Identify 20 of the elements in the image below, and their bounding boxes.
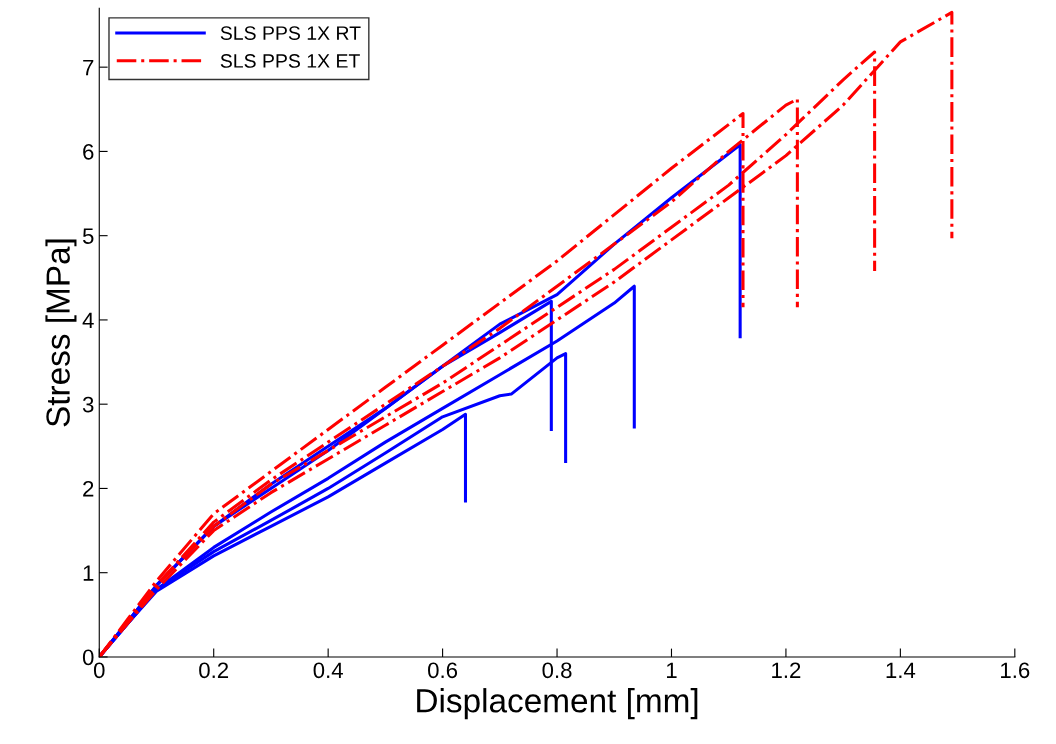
x-tick-label: 1 (667, 662, 677, 678)
y-tick-label: 3 (82, 396, 94, 413)
x-tick-label: 0.8 (542, 662, 572, 679)
y-tick-label: 4 (82, 312, 94, 328)
y-axis-title: Stress [MPa] (45, 239, 77, 427)
x-tick-label: 1.4 (886, 662, 916, 678)
x-tick-label: 0.6 (428, 662, 458, 679)
y-tick-label: 0 (82, 649, 94, 666)
y-tick-label: 2 (83, 480, 94, 497)
y-tick-label: 6 (83, 143, 94, 160)
x-tick-label: 0.2 (199, 662, 229, 679)
x-tick-label: 1.6 (1001, 662, 1030, 679)
x-tick-label: 0.4 (313, 662, 343, 679)
x-axis-title: Displacement [mm] (417, 688, 698, 720)
y-tick-label: 1 (83, 565, 94, 581)
y-tick-label: 7 (83, 59, 94, 76)
x-tick-label: 1.2 (772, 662, 801, 678)
y-tick-label: 5 (82, 228, 94, 244)
legend-label: SLS PPS 1X ET (220, 54, 360, 68)
legend-label: SLS PPS 1X RT (220, 26, 361, 40)
